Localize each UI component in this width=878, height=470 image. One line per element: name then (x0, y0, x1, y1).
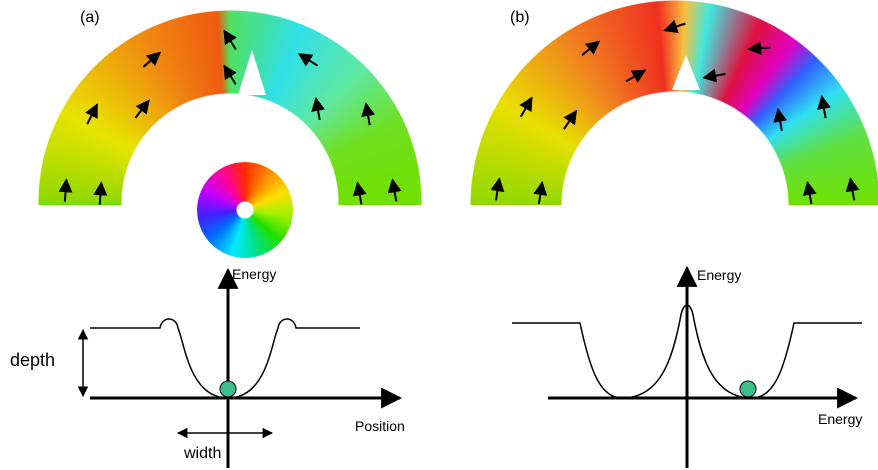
panel-label: (a) (80, 9, 100, 26)
spin-arrow (808, 182, 812, 204)
depth-label: depth (10, 350, 55, 370)
spin-arrow (582, 41, 599, 55)
x-axis-label: Energy (818, 411, 862, 427)
spin-arrow (65, 180, 67, 202)
spin-arrow (135, 100, 149, 117)
ball (740, 381, 756, 397)
x-axis-label: Position (355, 418, 405, 434)
spin-arrow (626, 70, 645, 81)
spin-arrow (316, 98, 320, 120)
spin-arrow (822, 96, 826, 118)
spin-arrow (100, 183, 102, 205)
spin-arrow (224, 66, 236, 85)
spin-arrow (496, 179, 499, 201)
spin-arrow (87, 105, 97, 125)
notch-b (672, 55, 700, 90)
spin-arrow (143, 53, 160, 67)
spin-arrow (665, 24, 686, 31)
figure: (a) (b) depth width Position Energy Ener… (0, 0, 878, 470)
spin-arrow (224, 31, 236, 50)
spin-arrow (521, 98, 532, 117)
spin-arrow (564, 111, 576, 129)
panel-label: (b) (510, 9, 530, 26)
width-label: width (183, 445, 221, 462)
diagram: (a) (b) depth width Position Energy Ener… (0, 0, 878, 470)
spin-arrow (539, 182, 542, 204)
y-axis-label: Energy (232, 266, 276, 282)
spin-arrow (366, 103, 370, 125)
spin-arrow (392, 180, 396, 202)
spin-arrow (358, 183, 362, 205)
spin-arrow (299, 54, 318, 66)
y-axis-label: Energy (697, 267, 741, 283)
notch-a (238, 50, 266, 95)
spin-arrow (778, 109, 782, 131)
spin-arrow (749, 47, 771, 49)
spin-arrow (704, 74, 726, 78)
ball (220, 381, 236, 397)
spin-arrow (850, 179, 854, 201)
